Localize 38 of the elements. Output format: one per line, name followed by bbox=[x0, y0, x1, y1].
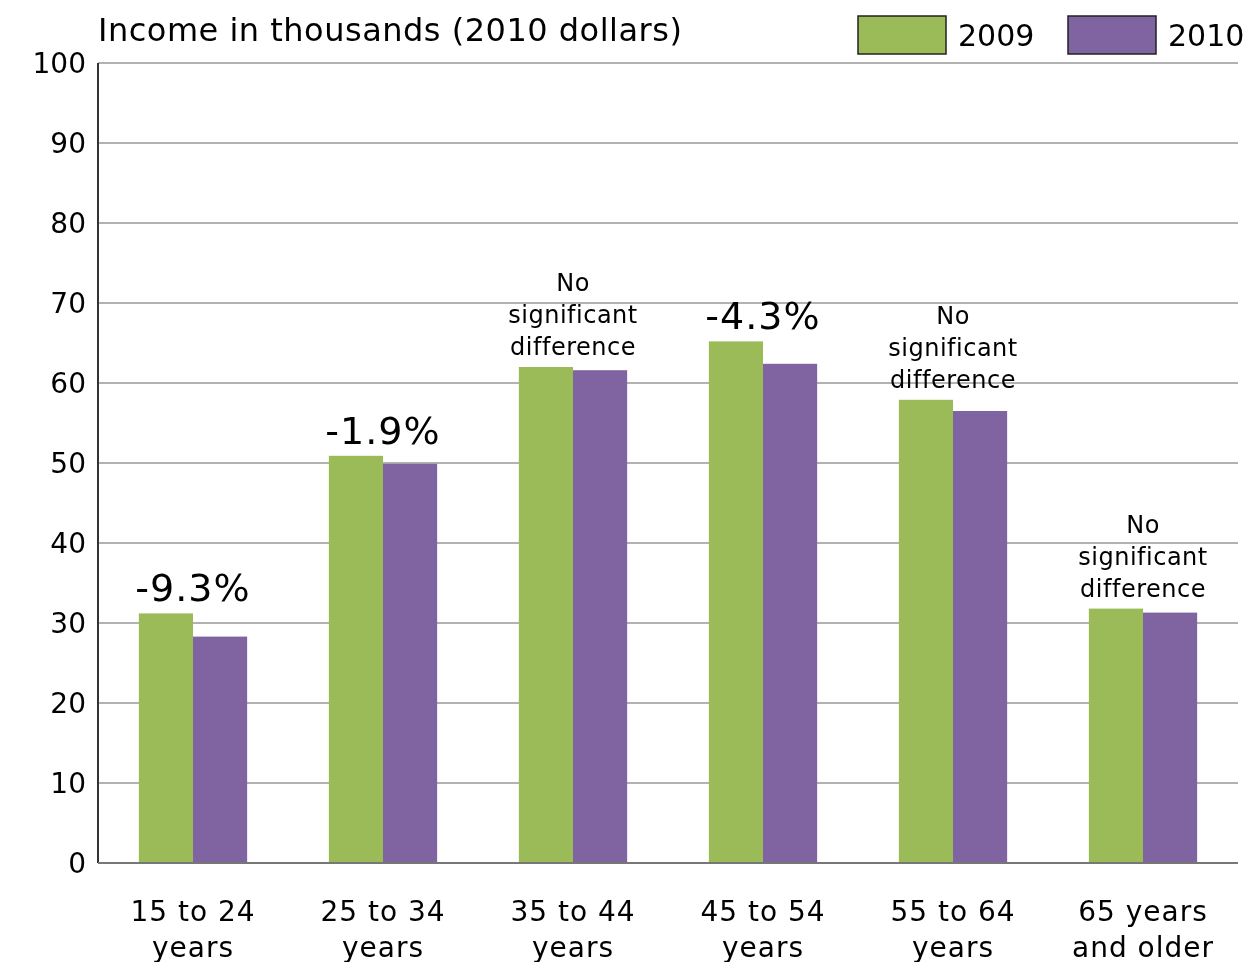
y-tick-label: 20 bbox=[50, 686, 86, 720]
x-tick-label: 45 to 54 years bbox=[700, 895, 826, 962]
y-tick-label: 40 bbox=[50, 526, 86, 560]
y-tick-label: 90 bbox=[50, 126, 86, 160]
y-tick-label: 60 bbox=[50, 366, 86, 400]
bar bbox=[328, 455, 383, 863]
annotation: -9.3% bbox=[135, 566, 251, 611]
annotation: No significant difference bbox=[1078, 510, 1208, 603]
x-tick-label: 15 to 24 years bbox=[130, 895, 256, 962]
annotation: -4.3% bbox=[705, 294, 821, 339]
y-tick-label: 80 bbox=[50, 206, 86, 240]
y-tick-label: 30 bbox=[50, 606, 86, 640]
bar bbox=[763, 363, 818, 863]
bar bbox=[898, 399, 953, 863]
bar bbox=[138, 613, 193, 863]
bar bbox=[953, 411, 1008, 863]
x-tick-label: 25 to 34 years bbox=[320, 895, 446, 962]
bar bbox=[1143, 612, 1198, 863]
bar bbox=[708, 341, 763, 863]
annotation: No significant difference bbox=[888, 301, 1018, 394]
y-tick-label: 10 bbox=[50, 766, 86, 800]
bar bbox=[383, 463, 438, 863]
y-tick-label: 100 bbox=[32, 46, 86, 80]
x-tick-label: 55 to 64 years bbox=[890, 895, 1016, 962]
legend-label: 2009 bbox=[958, 18, 1035, 53]
annotation: -1.9% bbox=[325, 408, 441, 453]
bar bbox=[518, 367, 573, 863]
bar bbox=[193, 636, 248, 863]
bar bbox=[573, 370, 628, 863]
y-tick-label: 70 bbox=[50, 286, 86, 320]
x-tick-label: 35 to 44 years bbox=[510, 895, 636, 962]
bar bbox=[1088, 608, 1143, 863]
y-axis-title: Income in thousands (2010 dollars) bbox=[98, 11, 683, 49]
x-tick-label: 65 years and older bbox=[1072, 895, 1214, 962]
y-tick-label: 0 bbox=[68, 846, 86, 880]
legend-label: 2010 bbox=[1168, 18, 1245, 53]
y-tick-label: 50 bbox=[50, 446, 86, 480]
annotation: No significant difference bbox=[508, 269, 638, 361]
